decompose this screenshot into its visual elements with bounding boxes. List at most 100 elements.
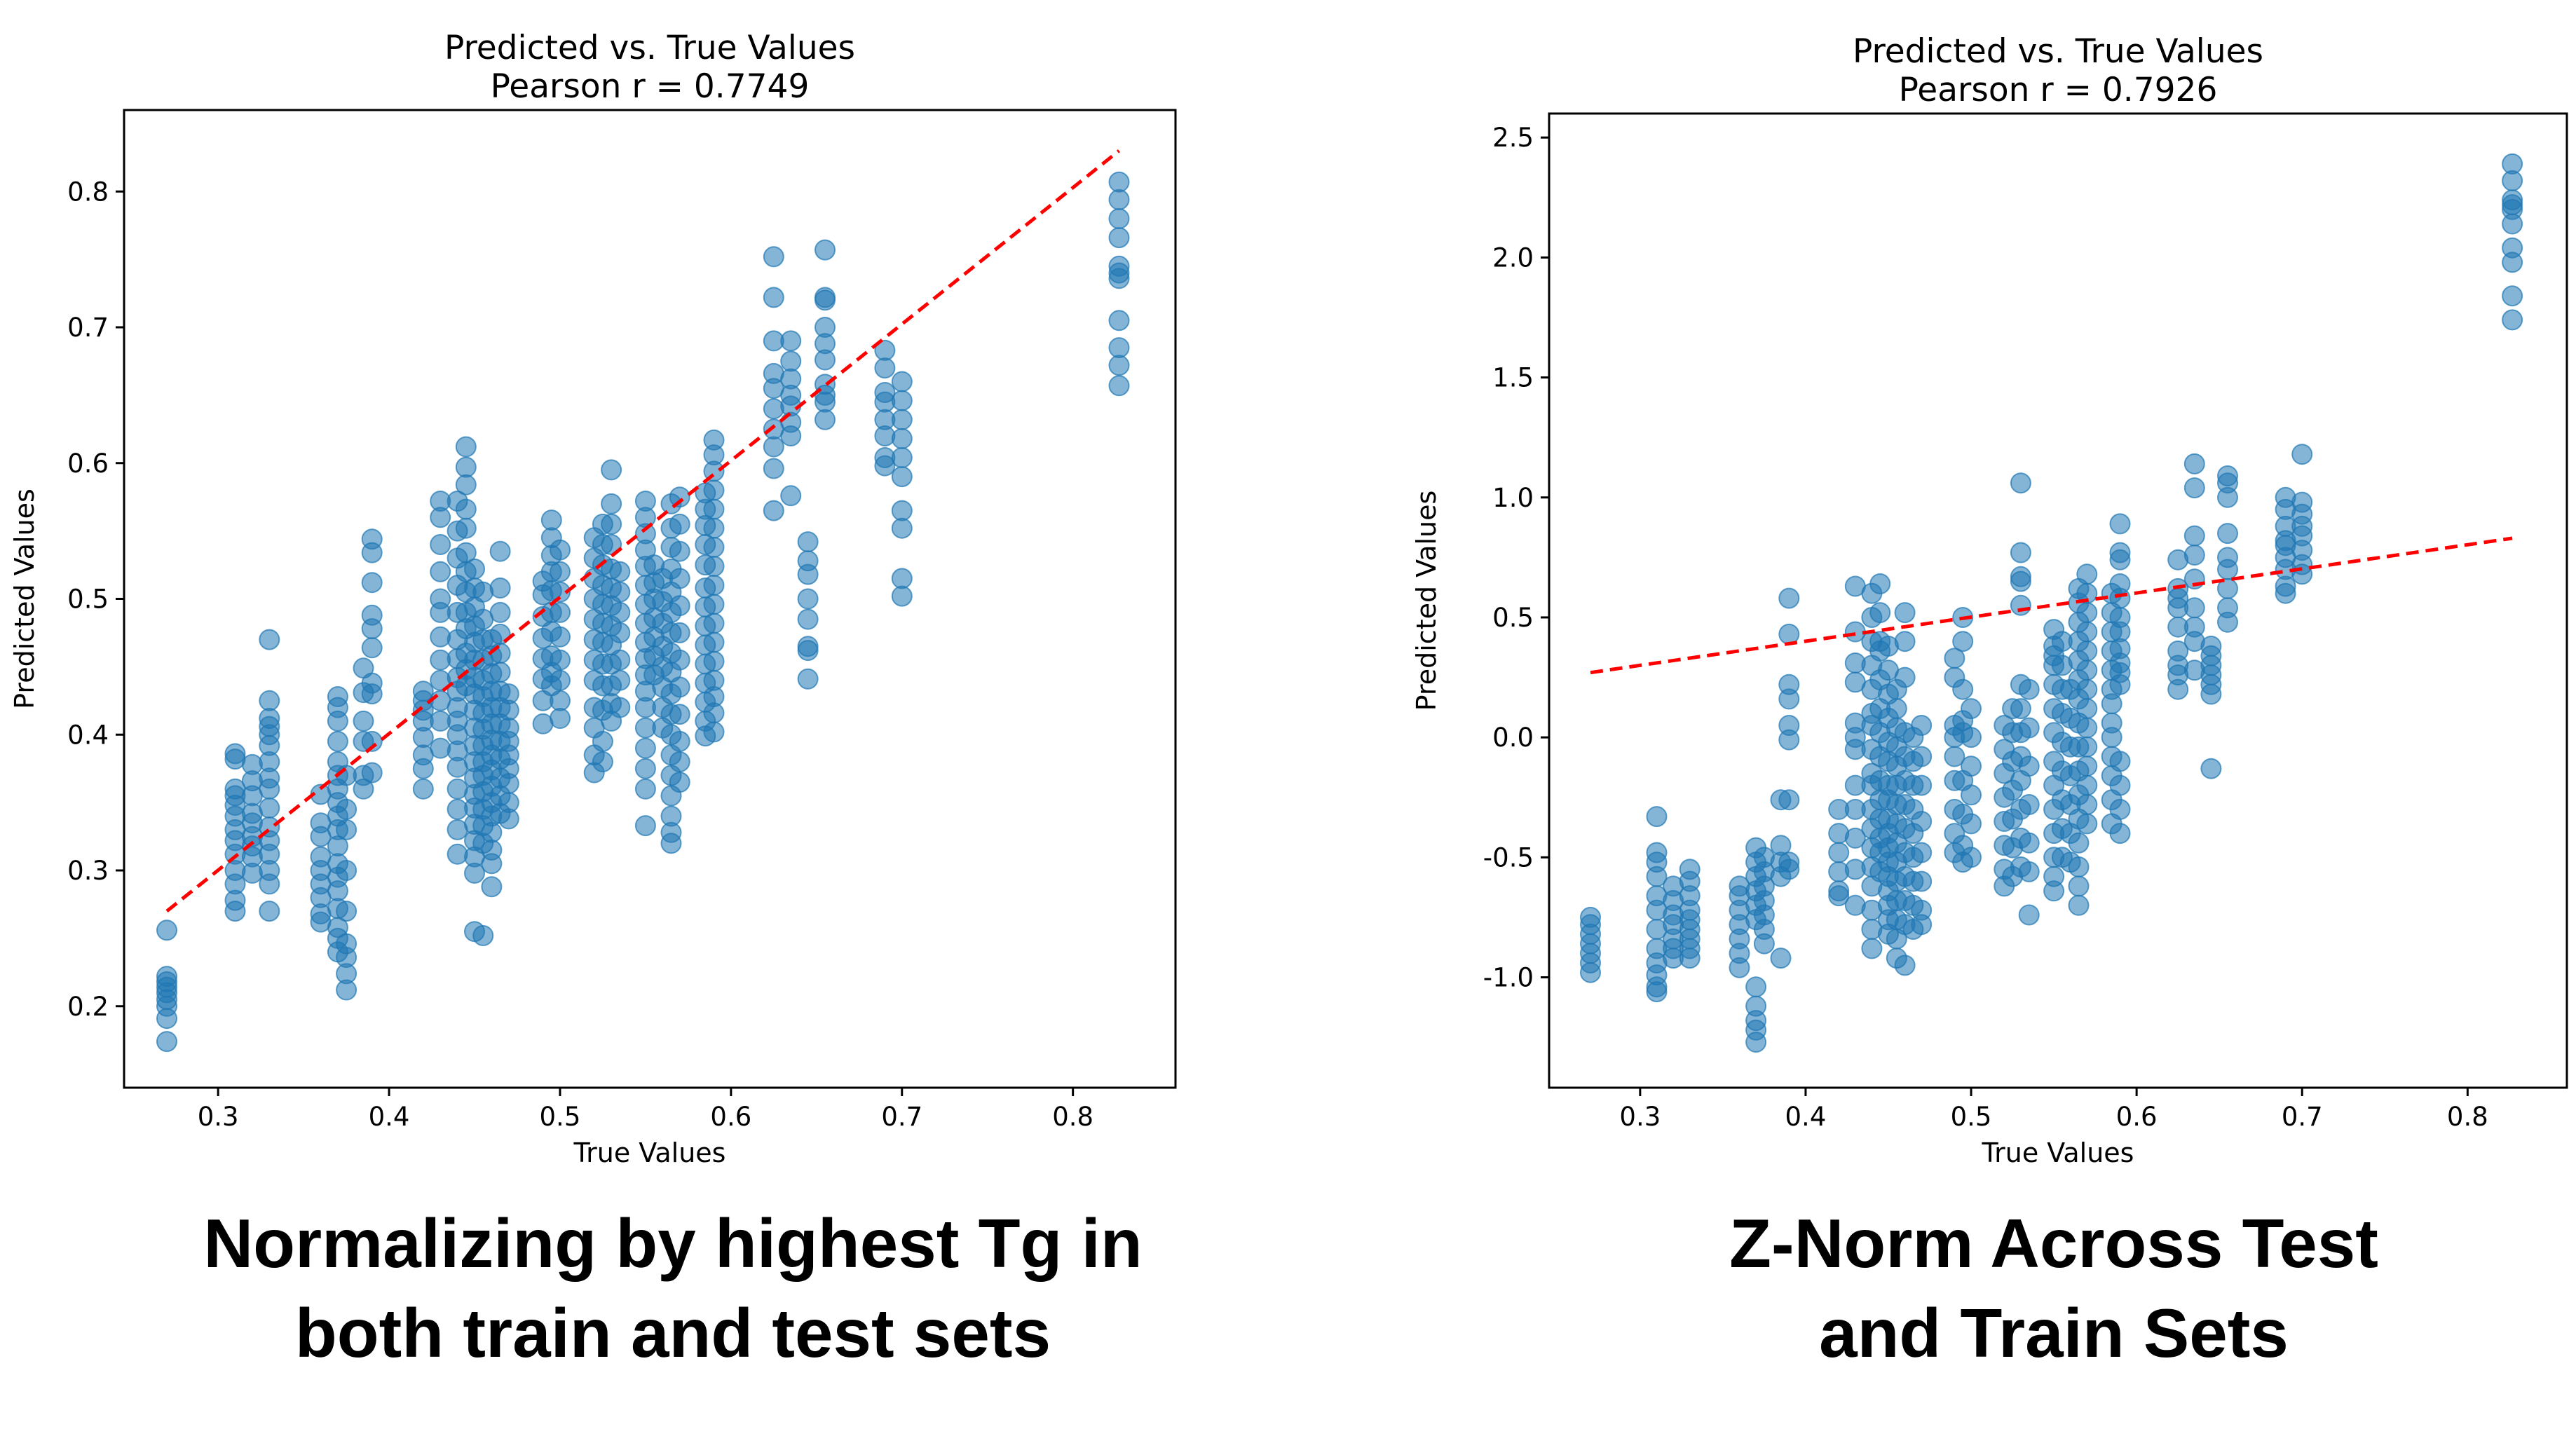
data-point (703, 556, 725, 577)
data-point (1729, 957, 1750, 978)
data-point (1861, 938, 1883, 959)
data-point (780, 350, 802, 372)
data-point (156, 919, 177, 941)
data-point (550, 626, 571, 648)
data-point (891, 568, 913, 589)
data-point (2502, 170, 2523, 191)
data-point (447, 843, 468, 865)
x-tick-label: 0.6 (2116, 1102, 2158, 1132)
data-point (2018, 755, 2040, 777)
data-point (891, 409, 913, 430)
data-point (891, 390, 913, 411)
data-point (1828, 842, 1850, 863)
data-point (1894, 602, 1916, 624)
y-tick-label: 0.8 (67, 177, 109, 207)
data-point (327, 710, 348, 732)
data-point (815, 239, 836, 261)
data-point (1894, 666, 1916, 688)
data-point (2502, 213, 2523, 235)
data-point (703, 650, 725, 672)
caption-right-line-2: and Train Sets (1819, 1294, 2289, 1372)
plot-frame (1548, 112, 2568, 1089)
data-point (550, 539, 571, 561)
data-point (464, 558, 485, 580)
data-point (2076, 755, 2098, 777)
data-point (1911, 870, 1933, 892)
data-point (455, 517, 477, 539)
data-point (669, 730, 690, 752)
caption-right: Z-Norm Across Test and Train Sets (1528, 1198, 2576, 1378)
data-point (472, 581, 494, 603)
data-point (327, 730, 348, 752)
data-point (669, 704, 690, 725)
data-point (2076, 678, 2098, 700)
data-point (1894, 955, 1916, 976)
data-point (2109, 823, 2131, 845)
chart-subtitle: Pearson r = 0.7926 (1899, 71, 2218, 109)
data-point (1961, 755, 1982, 777)
data-point (797, 531, 819, 553)
caption-left: Normalizing by highest Tg in both train … (84, 1198, 1262, 1378)
data-point (361, 637, 383, 659)
data-point (592, 730, 613, 752)
data-point (634, 758, 656, 779)
data-point (481, 853, 503, 875)
data-point (601, 493, 622, 514)
data-point (2109, 513, 2131, 535)
x-tick-label: 0.8 (1052, 1102, 1093, 1132)
data-point (259, 873, 280, 895)
data-point (1108, 375, 1130, 397)
data-point (1778, 789, 1800, 811)
data-point (550, 669, 571, 691)
data-point (353, 710, 374, 732)
data-point (2502, 285, 2523, 307)
data-point (412, 758, 434, 779)
data-point (224, 901, 246, 922)
y-tick-label: 0.2 (67, 992, 109, 1022)
data-point (259, 629, 280, 650)
data-point (763, 246, 784, 268)
data-point (669, 540, 690, 562)
data-point (2183, 525, 2205, 547)
data-point (601, 459, 622, 481)
right-chart-panel: Predicted vs. True Values Pearson r = 0.7… (1283, 0, 2576, 1429)
data-point (2076, 794, 2098, 815)
x-tick-label: 0.5 (1951, 1102, 1992, 1132)
data-point (609, 697, 631, 718)
fit-line (165, 149, 1121, 913)
fit-line (1590, 536, 2513, 675)
data-point (609, 581, 631, 603)
data-point (703, 536, 725, 558)
x-tick-label: 0.7 (881, 1102, 922, 1132)
data-point (2502, 309, 2523, 331)
data-point (891, 428, 913, 449)
data-point (472, 925, 494, 946)
data-point (1961, 698, 1982, 720)
data-point (361, 762, 383, 784)
data-point (2183, 477, 2205, 499)
data-point (2200, 758, 2222, 779)
data-point (455, 456, 477, 478)
data-point (1952, 631, 1974, 652)
data-point (815, 391, 836, 413)
data-point (241, 862, 263, 884)
data-point (1778, 859, 1800, 880)
y-tick-label: 0.7 (67, 313, 109, 343)
data-point (2076, 717, 2098, 739)
data-point (550, 561, 571, 582)
data-point (703, 498, 725, 520)
data-point (550, 708, 571, 729)
x-tick-label: 0.4 (1785, 1102, 1827, 1132)
data-point (2076, 563, 2098, 585)
left-chart-panel: Predicted vs. True Values Pearson r = 0.7… (0, 0, 1283, 1429)
data-point (780, 330, 802, 352)
data-point (1886, 698, 1907, 720)
data-point (2109, 674, 2131, 695)
data-point (455, 474, 477, 495)
data-point (1745, 1032, 1767, 1053)
data-point (891, 500, 913, 521)
data-point (797, 563, 819, 585)
data-point (669, 772, 690, 793)
x-axis-label: True Values (1982, 1137, 2134, 1168)
